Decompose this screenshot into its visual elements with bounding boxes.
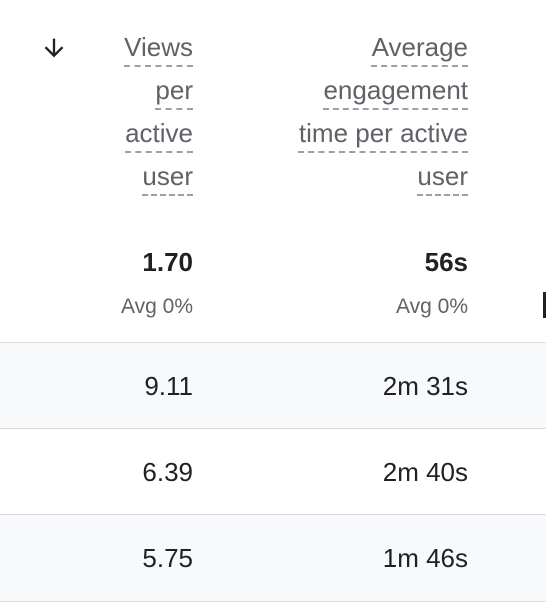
cell: 2m 40s (382, 457, 468, 487)
cut-off-control (543, 292, 546, 318)
column-header[interactable]: Average engagement time per active user (286, 26, 468, 198)
total-value: 56s (424, 247, 468, 277)
table-row: 9.11 2m 31s (0, 342, 546, 429)
cell: 6.39 (142, 457, 193, 487)
cell: 5.75 (142, 543, 193, 573)
sort-arrow-icon[interactable] (40, 34, 68, 62)
cell: 9.11 (144, 371, 193, 401)
cell: 1m 46s (382, 543, 468, 573)
header-text: Views per active user (124, 32, 193, 191)
total-note: Avg 0% (396, 295, 468, 318)
table-row: 6.39 2m 40s (0, 428, 546, 515)
header-text: Average engagement time per active user (298, 32, 468, 191)
column-header[interactable]: Views per active user (96, 26, 193, 198)
total-value: 1.70 (142, 247, 193, 277)
total-note: Avg 0% (121, 295, 193, 318)
cell: 2m 31s (382, 371, 468, 401)
table-row: 5.75 1m 46s (0, 514, 546, 602)
